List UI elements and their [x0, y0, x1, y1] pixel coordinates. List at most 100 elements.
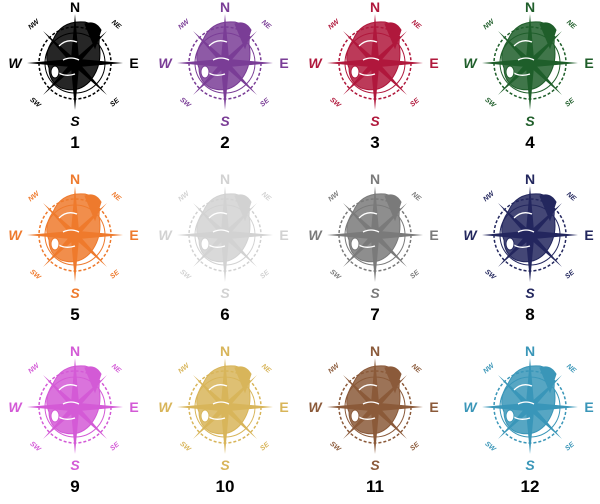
compass-label-sw: SW — [328, 97, 342, 111]
compass-label-sw: SW — [483, 97, 497, 111]
dog-compass-graphic: N S W E NW NE SW SE — [158, 344, 288, 473]
compass-label-e: E — [129, 399, 138, 415]
compass-label-ne: NE — [410, 363, 422, 375]
compass-label-n: N — [220, 0, 230, 15]
variant-8: N S W E NW NE SW SE 8 — [455, 172, 600, 344]
compass-label-sw: SW — [28, 269, 42, 283]
variant-number: 5 — [70, 305, 80, 324]
compass-label-sw: SW — [178, 441, 192, 455]
compass-label-e: E — [429, 227, 438, 243]
compass-label-w: W — [463, 227, 478, 243]
variant-11: N S W E NW NE SW SE 11 — [300, 344, 455, 504]
compass-label-n: N — [370, 344, 380, 359]
compass-label-se: SE — [409, 97, 421, 109]
compass-label-e: E — [279, 55, 288, 71]
compass-label-sw: SW — [483, 441, 497, 455]
compass-label-n: N — [70, 344, 80, 359]
variant-number: 11 — [366, 477, 384, 496]
variant-number: 12 — [520, 477, 540, 496]
dog-compass-graphic: N S W E NW NE SW SE — [308, 0, 438, 129]
compass-label-ne: NE — [410, 191, 422, 203]
compass-label-e: E — [129, 227, 138, 243]
compass-label-n: N — [220, 172, 230, 187]
compass-label-w: W — [308, 399, 323, 415]
dog-compass-graphic: N S W E NW NE SW SE — [158, 0, 288, 129]
compass-label-ne: NE — [565, 363, 577, 375]
compass-label-nw: NW — [482, 18, 497, 32]
compass-label-n: N — [525, 344, 535, 359]
compass-label-n: N — [370, 0, 380, 15]
compass-label-se: SE — [109, 269, 121, 281]
compass-label-ne: NE — [260, 19, 272, 31]
compass-label-w: W — [463, 55, 478, 71]
compass-label-ne: NE — [110, 191, 122, 203]
compass-label-ne: NE — [260, 191, 272, 203]
compass-label-w: W — [158, 399, 173, 415]
dog-compass-graphic: N S W E NW NE SW SE — [463, 344, 593, 473]
compass-label-ne: NE — [565, 191, 577, 203]
compass-label-sw: SW — [178, 269, 192, 283]
compass-label-sw: SW — [178, 97, 192, 111]
compass-label-sw: SW — [28, 97, 42, 111]
compass-label-ne: NE — [565, 19, 577, 31]
variant-4: N S W E NW NE SW SE 4 — [455, 0, 600, 172]
compass-label-w: W — [8, 227, 23, 243]
compass-label-nw: NW — [27, 18, 42, 32]
compass-label-n: N — [70, 0, 80, 15]
compass-label-s: S — [220, 113, 230, 129]
compass-label-se: SE — [409, 441, 421, 453]
compass-label-se: SE — [109, 97, 121, 109]
variant-number: 7 — [370, 305, 380, 324]
variant-number: 3 — [370, 133, 380, 152]
compass-label-se: SE — [409, 269, 421, 281]
variant-number: 9 — [70, 477, 80, 496]
dog-compass-graphic: N S W E NW NE SW SE — [158, 172, 288, 301]
variant-12: N S W E NW NE SW SE 12 — [455, 344, 600, 504]
variant-1: N S W E NW NE SW SE 1 — [0, 0, 150, 172]
compass-label-s: S — [70, 457, 80, 473]
compass-label-n: N — [370, 172, 380, 187]
compass-label-ne: NE — [260, 363, 272, 375]
variant-10: N S W E NW NE SW SE 10 — [150, 344, 300, 504]
compass-label-se: SE — [564, 441, 576, 453]
compass-label-e: E — [429, 55, 438, 71]
dog-compass-graphic: N S W E NW NE SW SE — [308, 344, 438, 473]
compass-label-se: SE — [109, 441, 121, 453]
variant-5: N S W E NW NE SW SE 5 — [0, 172, 150, 344]
compass-label-w: W — [8, 55, 23, 71]
compass-label-w: W — [308, 227, 323, 243]
compass-label-s: S — [70, 285, 80, 301]
variant-number: 6 — [220, 305, 230, 324]
compass-label-ne: NE — [110, 19, 122, 31]
compass-label-e: E — [429, 399, 438, 415]
compass-label-se: SE — [259, 269, 271, 281]
variant-3: N S W E NW NE SW SE 3 — [300, 0, 455, 172]
dog-compass-graphic: N S W E NW NE SW SE — [8, 172, 138, 301]
compass-label-n: N — [525, 0, 535, 15]
compass-label-w: W — [158, 227, 173, 243]
compass-label-w: W — [158, 55, 173, 71]
dog-compass-graphic: N S W E NW NE SW SE — [463, 172, 593, 301]
compass-label-ne: NE — [410, 19, 422, 31]
compass-label-e: E — [584, 227, 593, 243]
variant-6: N S W E NW NE SW SE 6 — [150, 172, 300, 344]
compass-label-s: S — [525, 457, 535, 473]
variant-number: 1 — [70, 133, 80, 152]
compass-label-se: SE — [564, 269, 576, 281]
compass-label-se: SE — [259, 441, 271, 453]
variant-number: 2 — [220, 133, 230, 152]
compass-label-w: W — [308, 55, 323, 71]
compass-label-s: S — [370, 285, 380, 301]
compass-label-n: N — [525, 172, 535, 187]
compass-label-nw: NW — [482, 190, 497, 204]
dog-compass-graphic: N S W E NW NE SW SE — [8, 344, 138, 473]
compass-label-n: N — [70, 172, 80, 187]
compass-label-w: W — [8, 399, 23, 415]
compass-label-nw: NW — [327, 18, 342, 32]
compass-label-e: E — [279, 227, 288, 243]
compass-label-nw: NW — [482, 362, 497, 376]
compass-label-nw: NW — [327, 362, 342, 376]
compass-label-s: S — [70, 113, 80, 129]
compass-label-sw: SW — [328, 269, 342, 283]
